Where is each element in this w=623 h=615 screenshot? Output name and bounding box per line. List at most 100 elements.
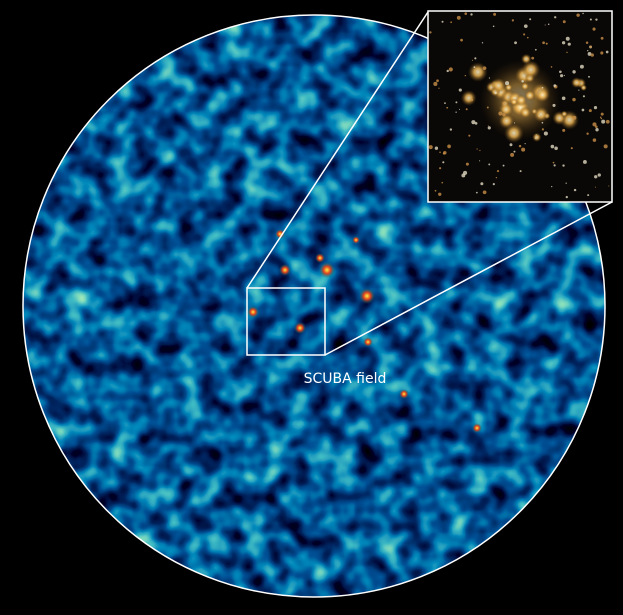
galaxy bbox=[518, 144, 522, 148]
galaxy bbox=[600, 51, 604, 55]
galaxy bbox=[434, 146, 439, 150]
galaxy bbox=[474, 122, 478, 125]
galaxy bbox=[476, 148, 478, 150]
inset-frame bbox=[427, 10, 613, 203]
galaxy bbox=[474, 57, 477, 60]
galaxy bbox=[594, 175, 598, 179]
galaxy bbox=[490, 77, 507, 94]
galaxy bbox=[521, 147, 526, 152]
galaxy bbox=[589, 45, 592, 49]
galaxy bbox=[438, 87, 440, 89]
galaxy bbox=[552, 161, 555, 164]
galaxy bbox=[588, 109, 592, 113]
galaxy bbox=[535, 134, 537, 136]
sources bbox=[247, 229, 482, 433]
galaxy bbox=[470, 13, 473, 16]
galaxy bbox=[562, 20, 566, 24]
galaxy bbox=[464, 74, 467, 77]
galaxy bbox=[448, 67, 453, 72]
galaxy bbox=[468, 134, 471, 137]
source bbox=[319, 262, 335, 278]
galaxy bbox=[473, 66, 476, 69]
galaxy bbox=[550, 144, 555, 149]
galaxy bbox=[487, 126, 491, 130]
source bbox=[352, 236, 360, 244]
galaxy bbox=[521, 60, 541, 80]
galaxy bbox=[442, 152, 446, 155]
galaxy bbox=[533, 106, 550, 123]
galaxy bbox=[599, 116, 602, 119]
galaxy bbox=[608, 185, 610, 187]
galaxy bbox=[493, 12, 497, 16]
galaxy bbox=[446, 69, 449, 73]
galaxy bbox=[592, 138, 597, 142]
galaxy bbox=[446, 106, 449, 109]
galaxy bbox=[486, 106, 489, 109]
galaxy bbox=[543, 131, 548, 136]
galaxy bbox=[572, 70, 576, 74]
galaxy bbox=[438, 192, 442, 196]
galaxy bbox=[502, 102, 505, 105]
galaxy bbox=[562, 128, 566, 132]
field-circle bbox=[22, 14, 606, 598]
galaxy bbox=[593, 106, 598, 110]
galaxy bbox=[529, 18, 532, 21]
galaxy bbox=[524, 143, 526, 145]
galaxy bbox=[566, 51, 568, 54]
galaxy bbox=[600, 36, 604, 40]
galaxy bbox=[554, 146, 558, 151]
galaxy bbox=[479, 160, 481, 162]
galaxy bbox=[514, 41, 517, 45]
galaxy bbox=[441, 20, 444, 23]
galaxy bbox=[583, 160, 587, 164]
galaxy bbox=[551, 185, 553, 188]
galaxy bbox=[600, 112, 604, 116]
galaxy bbox=[470, 98, 474, 102]
galaxy bbox=[582, 12, 584, 15]
galaxy bbox=[523, 33, 526, 36]
galaxy bbox=[458, 108, 461, 110]
galaxy bbox=[481, 42, 484, 44]
galaxy bbox=[458, 88, 462, 92]
galaxy bbox=[562, 164, 565, 167]
galaxy bbox=[594, 125, 598, 129]
galaxy bbox=[565, 195, 568, 199]
galaxy bbox=[519, 106, 532, 119]
galaxy bbox=[487, 125, 489, 127]
source bbox=[247, 306, 259, 318]
scuba-label: SCUBA field bbox=[304, 371, 387, 387]
source bbox=[315, 253, 325, 263]
galaxy bbox=[572, 115, 577, 120]
galaxy bbox=[464, 12, 468, 15]
galaxy bbox=[510, 152, 515, 157]
source bbox=[399, 389, 409, 399]
galaxy bbox=[449, 128, 453, 131]
galaxy bbox=[509, 143, 513, 147]
galaxy bbox=[587, 52, 592, 56]
zoom-line bbox=[324, 201, 613, 356]
galaxy bbox=[587, 194, 590, 197]
galaxy bbox=[498, 112, 515, 129]
galaxy bbox=[565, 182, 567, 184]
source bbox=[275, 229, 285, 239]
galaxy bbox=[502, 164, 505, 167]
galaxy bbox=[570, 147, 573, 150]
galaxy bbox=[456, 15, 461, 20]
galaxy bbox=[488, 163, 491, 166]
source bbox=[359, 288, 375, 304]
galaxy bbox=[447, 144, 451, 149]
galaxy bbox=[463, 170, 468, 175]
zoom-line bbox=[246, 11, 429, 289]
galaxy bbox=[480, 182, 484, 186]
galaxy bbox=[603, 144, 608, 149]
galaxy bbox=[559, 70, 562, 74]
galaxy bbox=[600, 117, 603, 120]
galaxy bbox=[510, 98, 518, 106]
galaxy bbox=[531, 56, 535, 60]
galaxy bbox=[538, 115, 540, 117]
galaxy bbox=[601, 119, 606, 124]
galaxy bbox=[553, 164, 556, 167]
galaxy bbox=[595, 128, 599, 132]
galaxy bbox=[428, 145, 433, 150]
galaxy bbox=[455, 111, 457, 113]
